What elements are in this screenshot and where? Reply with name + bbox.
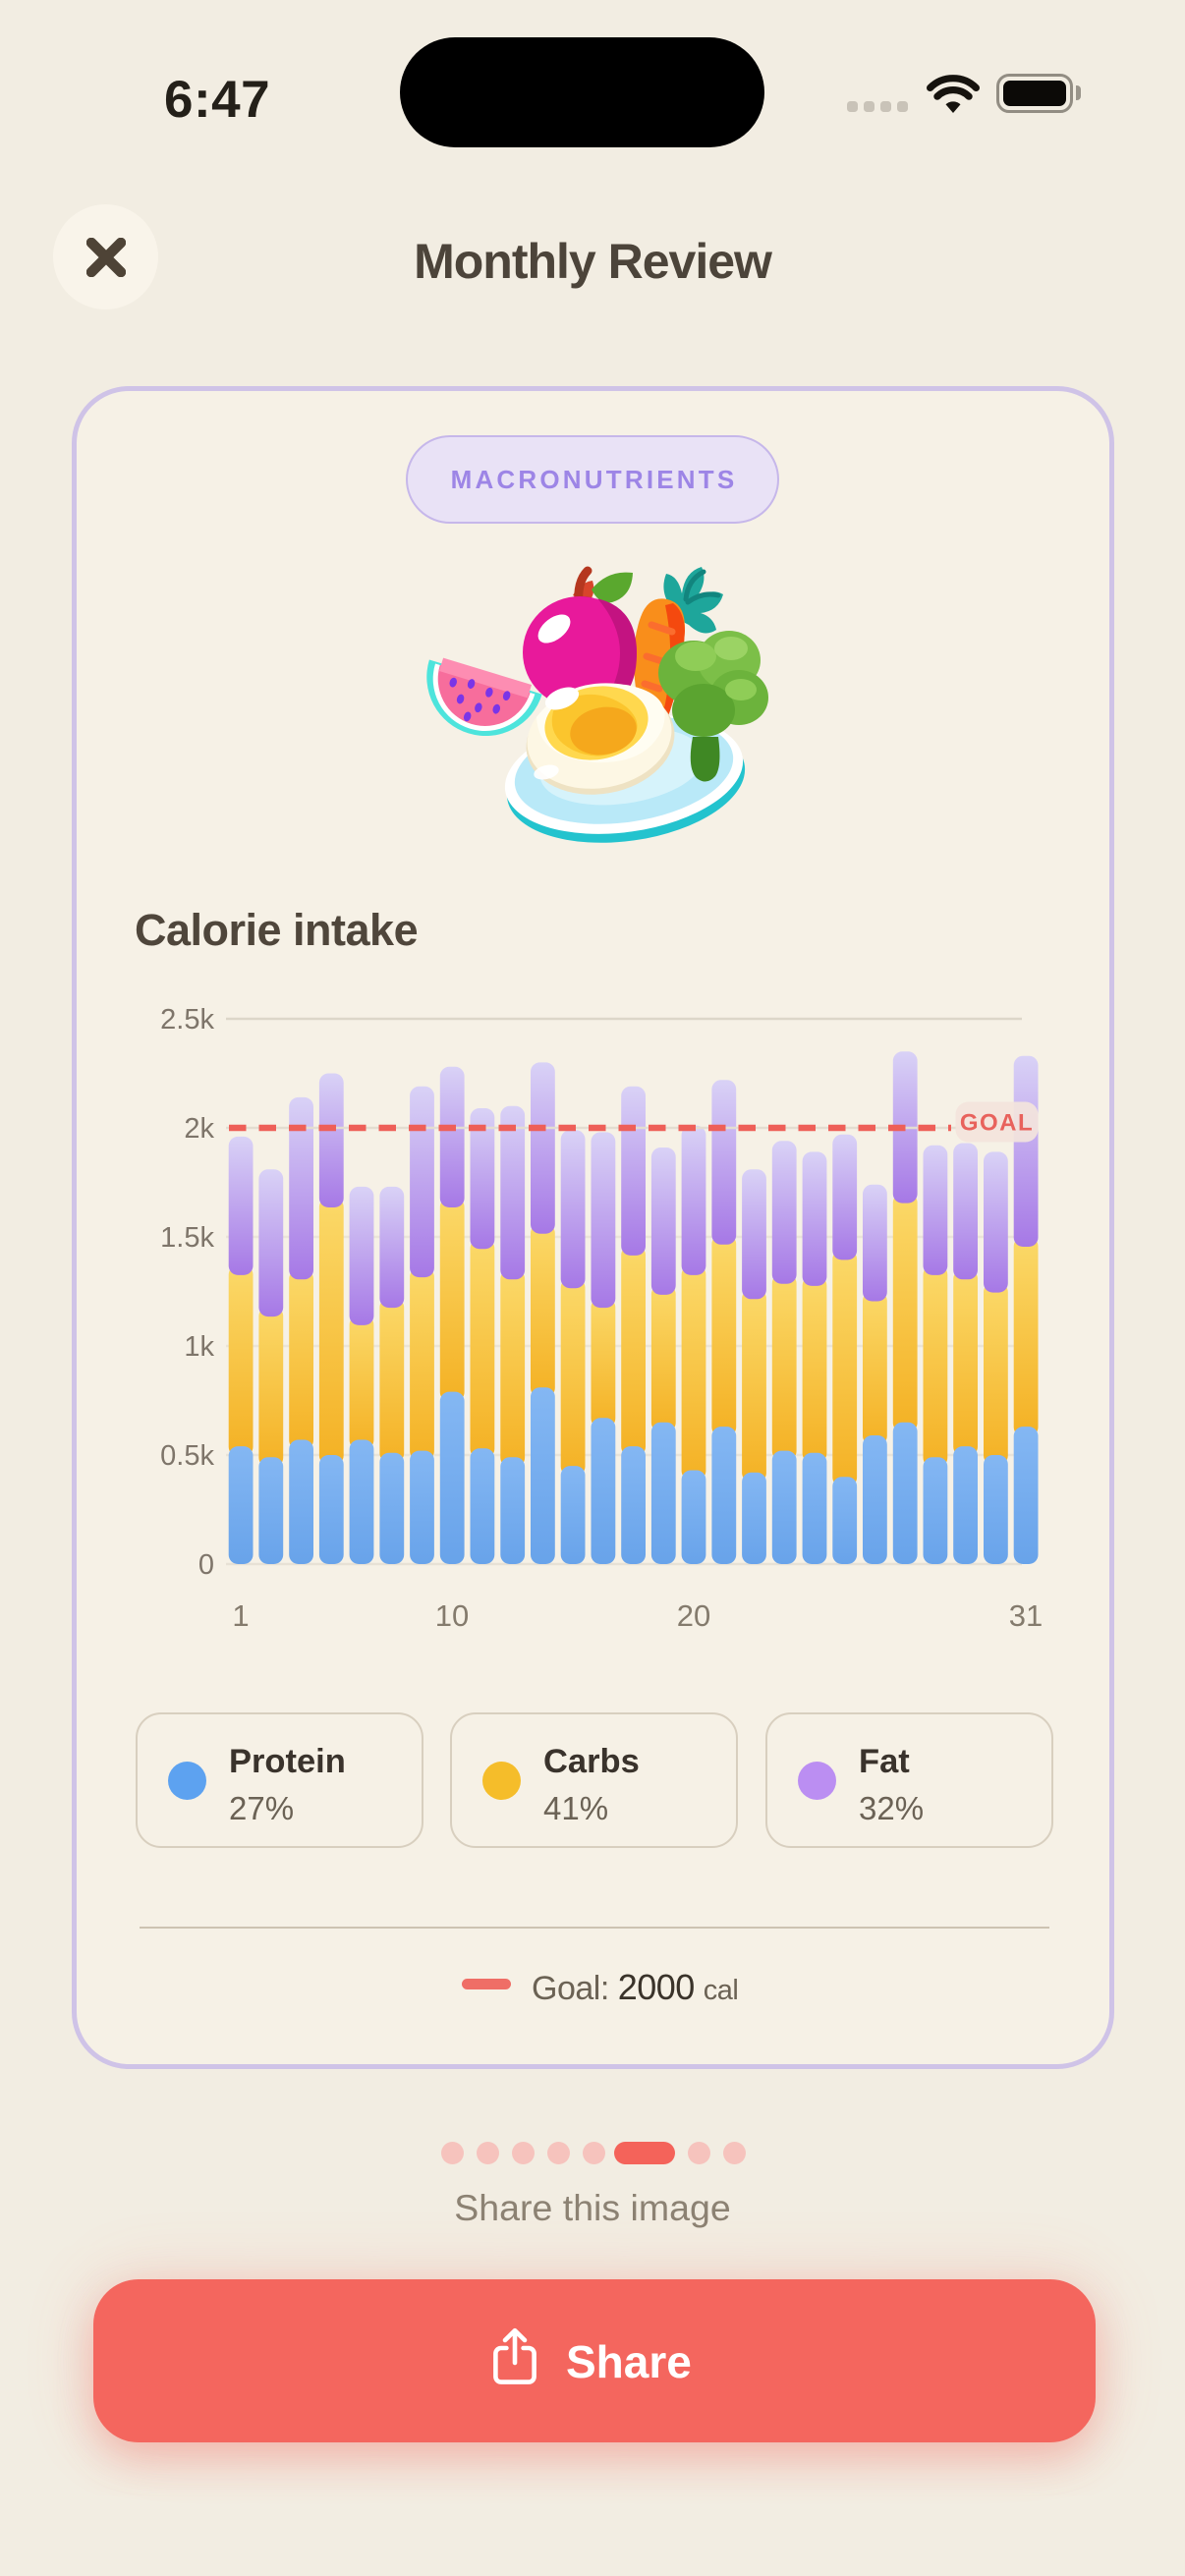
svg-text:0: 0 [198,1549,214,1581]
svg-text:1.5k: 1.5k [160,1222,214,1254]
svg-text:20: 20 [677,1598,710,1633]
svg-text:1k: 1k [184,1331,214,1363]
svg-text:1: 1 [232,1598,249,1633]
svg-text:2k: 2k [184,1113,214,1145]
svg-text:10: 10 [435,1598,469,1633]
svg-text:GOAL: GOAL [960,1110,1034,1137]
svg-text:0.5k: 0.5k [160,1440,214,1472]
svg-text:2.5k: 2.5k [160,1004,214,1036]
svg-text:31: 31 [1009,1598,1043,1633]
